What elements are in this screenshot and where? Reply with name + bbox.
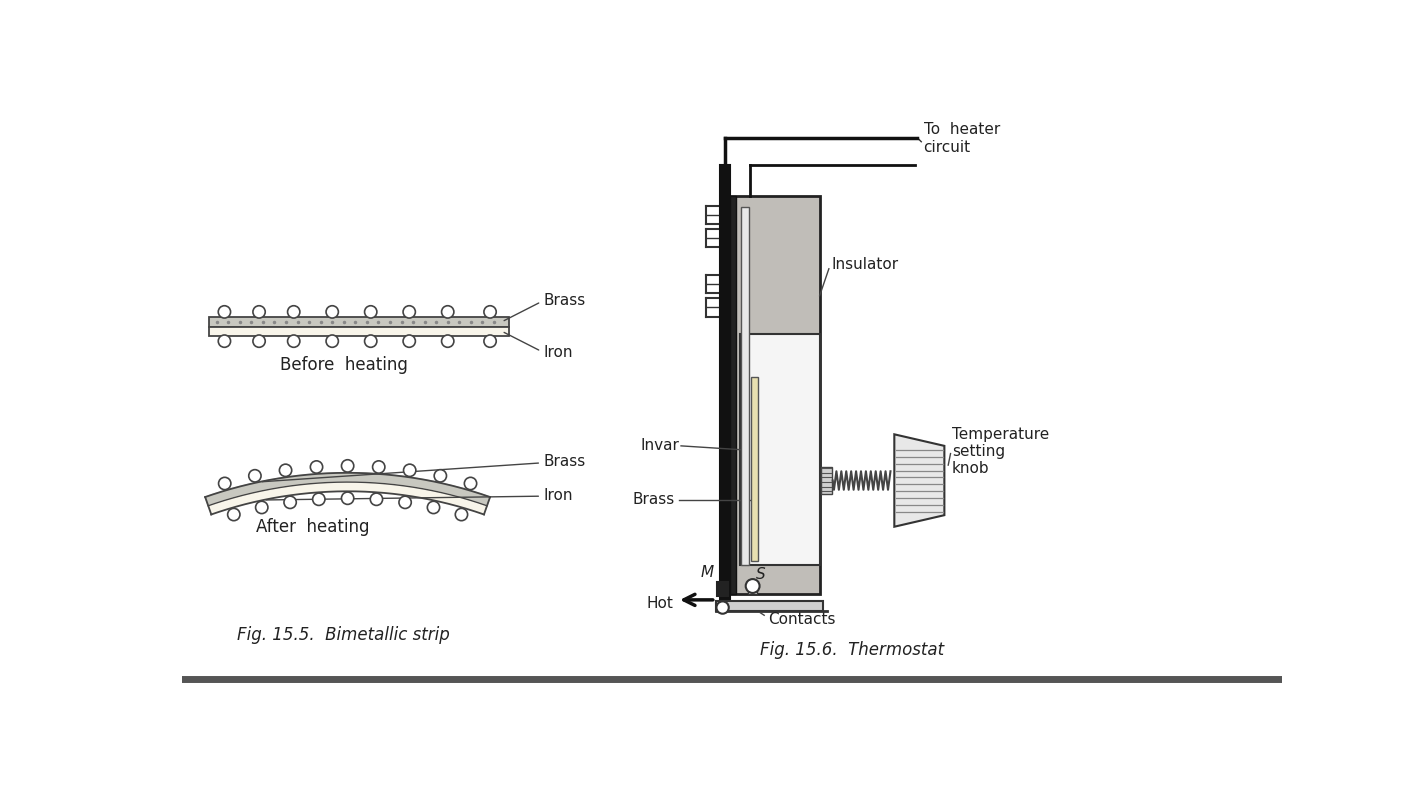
Bar [748, 585, 757, 595]
Text: Brass: Brass [504, 293, 587, 321]
Text: Brass: Brass [263, 454, 587, 482]
Bar [751, 377, 758, 561]
Circle shape [256, 501, 268, 513]
Text: Fig. 15.6.  Thermostat: Fig. 15.6. Thermostat [760, 641, 944, 659]
Circle shape [404, 464, 416, 477]
Circle shape [370, 493, 383, 505]
Circle shape [253, 335, 266, 347]
Text: Contacts: Contacts [768, 611, 835, 626]
Circle shape [280, 464, 291, 477]
Text: S: S [755, 567, 765, 582]
Bar [717, 582, 728, 596]
Circle shape [218, 306, 230, 318]
Bar [208, 326, 510, 336]
Text: Hot: Hot [647, 596, 674, 611]
Circle shape [287, 306, 300, 318]
Circle shape [717, 602, 728, 614]
Text: After  heating: After heating [256, 517, 370, 536]
Circle shape [441, 306, 454, 318]
Circle shape [484, 306, 497, 318]
Text: To  heater
circuit: To heater circuit [924, 123, 1000, 155]
Circle shape [434, 470, 447, 482]
Bar [730, 196, 820, 595]
Circle shape [227, 509, 240, 521]
Circle shape [287, 335, 300, 347]
Circle shape [218, 335, 230, 347]
Text: Before  heating: Before heating [280, 356, 408, 374]
Text: Temperature
setting
knob: Temperature setting knob [952, 427, 1050, 477]
Polygon shape [894, 435, 944, 527]
Circle shape [284, 496, 296, 509]
Circle shape [341, 460, 354, 472]
Bar [715, 601, 824, 611]
Circle shape [253, 306, 266, 318]
Text: Invar: Invar [640, 439, 680, 454]
Circle shape [373, 461, 386, 473]
Circle shape [313, 493, 326, 505]
Text: M: M [700, 565, 714, 580]
Circle shape [484, 335, 497, 347]
Polygon shape [208, 482, 487, 514]
Bar [208, 318, 510, 326]
Circle shape [403, 335, 416, 347]
Bar [821, 466, 833, 494]
Bar [730, 196, 737, 595]
Bar [741, 207, 748, 565]
Text: Iron: Iron [504, 333, 574, 361]
Circle shape [326, 335, 338, 347]
Text: Insulator: Insulator [831, 257, 898, 272]
Polygon shape [206, 473, 490, 505]
Circle shape [398, 496, 411, 509]
Circle shape [464, 478, 477, 490]
Circle shape [310, 461, 323, 473]
Circle shape [364, 335, 377, 347]
Text: Fig. 15.5.  Bimetallic strip: Fig. 15.5. Bimetallic strip [237, 626, 450, 643]
Bar [720, 165, 730, 611]
Circle shape [745, 579, 760, 593]
Circle shape [427, 501, 440, 513]
Circle shape [218, 478, 231, 490]
Circle shape [248, 470, 261, 482]
Circle shape [456, 509, 467, 521]
Circle shape [341, 492, 354, 505]
Text: Iron: Iron [266, 489, 574, 503]
Bar [740, 334, 820, 565]
Circle shape [364, 306, 377, 318]
Circle shape [326, 306, 338, 318]
Circle shape [403, 306, 416, 318]
Text: Brass: Brass [633, 492, 675, 507]
Circle shape [441, 335, 454, 347]
